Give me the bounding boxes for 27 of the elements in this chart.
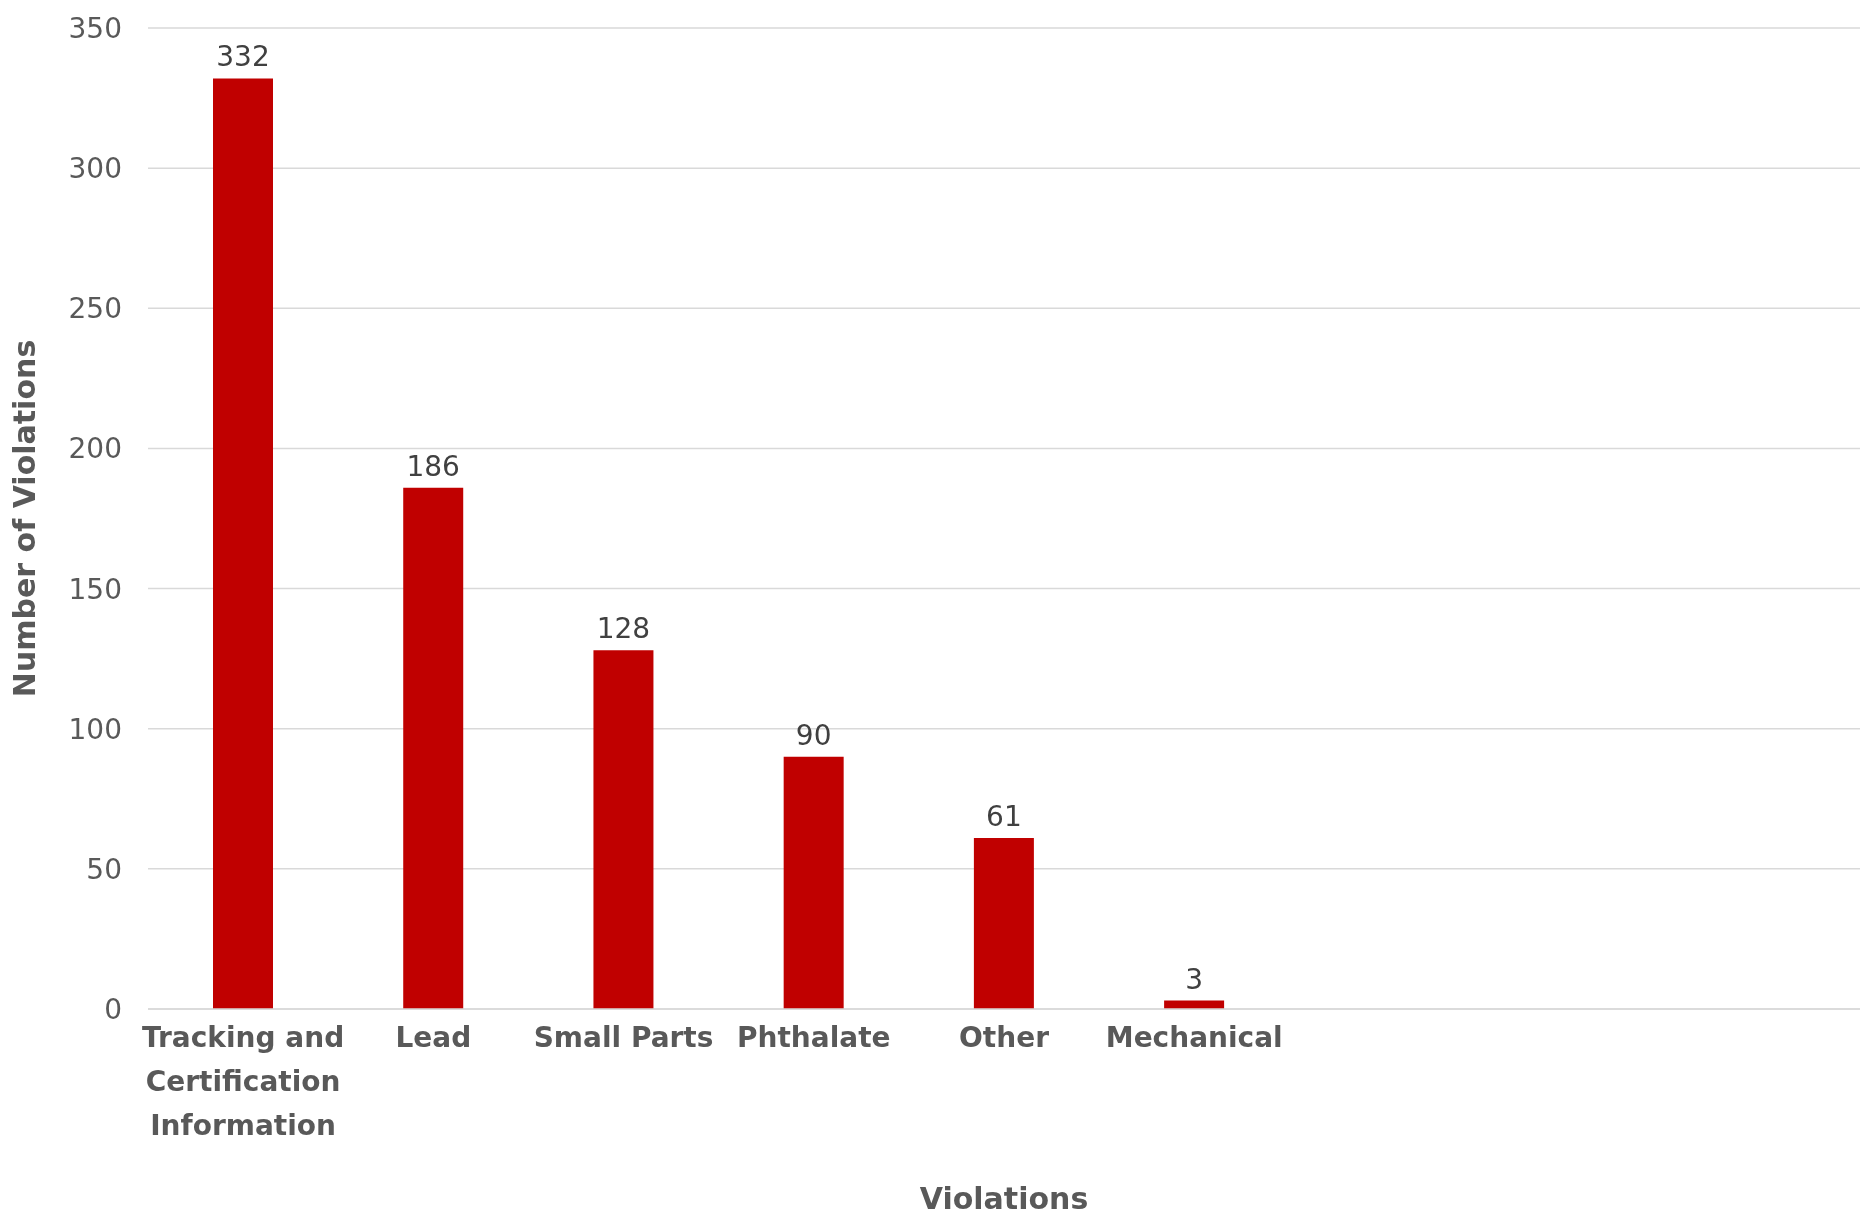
x-tick-label: Other [959, 1021, 1050, 1054]
bar [973, 838, 1034, 1009]
bar [593, 650, 654, 1009]
data-label: 90 [795, 718, 832, 752]
y-tick-label: 0 [104, 992, 122, 1026]
data-label: 3 [1185, 962, 1204, 996]
x-tick-label: Lead [395, 1021, 472, 1054]
data-label: 128 [596, 612, 651, 646]
y-tick-label: 350 [68, 11, 122, 45]
x-tick-label: Mechanical [1105, 1021, 1283, 1054]
y-axis-title: Number of Violations [6, 339, 42, 698]
data-label: 61 [986, 800, 1022, 834]
y-tick-label: 100 [68, 712, 122, 746]
y-tick-label: 50 [86, 852, 122, 886]
y-tick-label: 200 [68, 432, 122, 466]
y-tick-label: 300 [68, 152, 122, 186]
x-axis-title: Violations [919, 1181, 1089, 1216]
x-tick-label: Tracking and Certification Information [142, 1021, 345, 1142]
bar [403, 487, 464, 1009]
data-label: 186 [406, 449, 460, 483]
bar [213, 78, 273, 1009]
x-tick-label: Small Parts [533, 1021, 714, 1054]
x-tick-label: Phthalate [737, 1021, 891, 1054]
data-label: 332 [216, 40, 270, 74]
y-tick-label: 250 [68, 292, 122, 326]
bar [783, 756, 844, 1009]
y-tick-label: 150 [68, 572, 122, 606]
